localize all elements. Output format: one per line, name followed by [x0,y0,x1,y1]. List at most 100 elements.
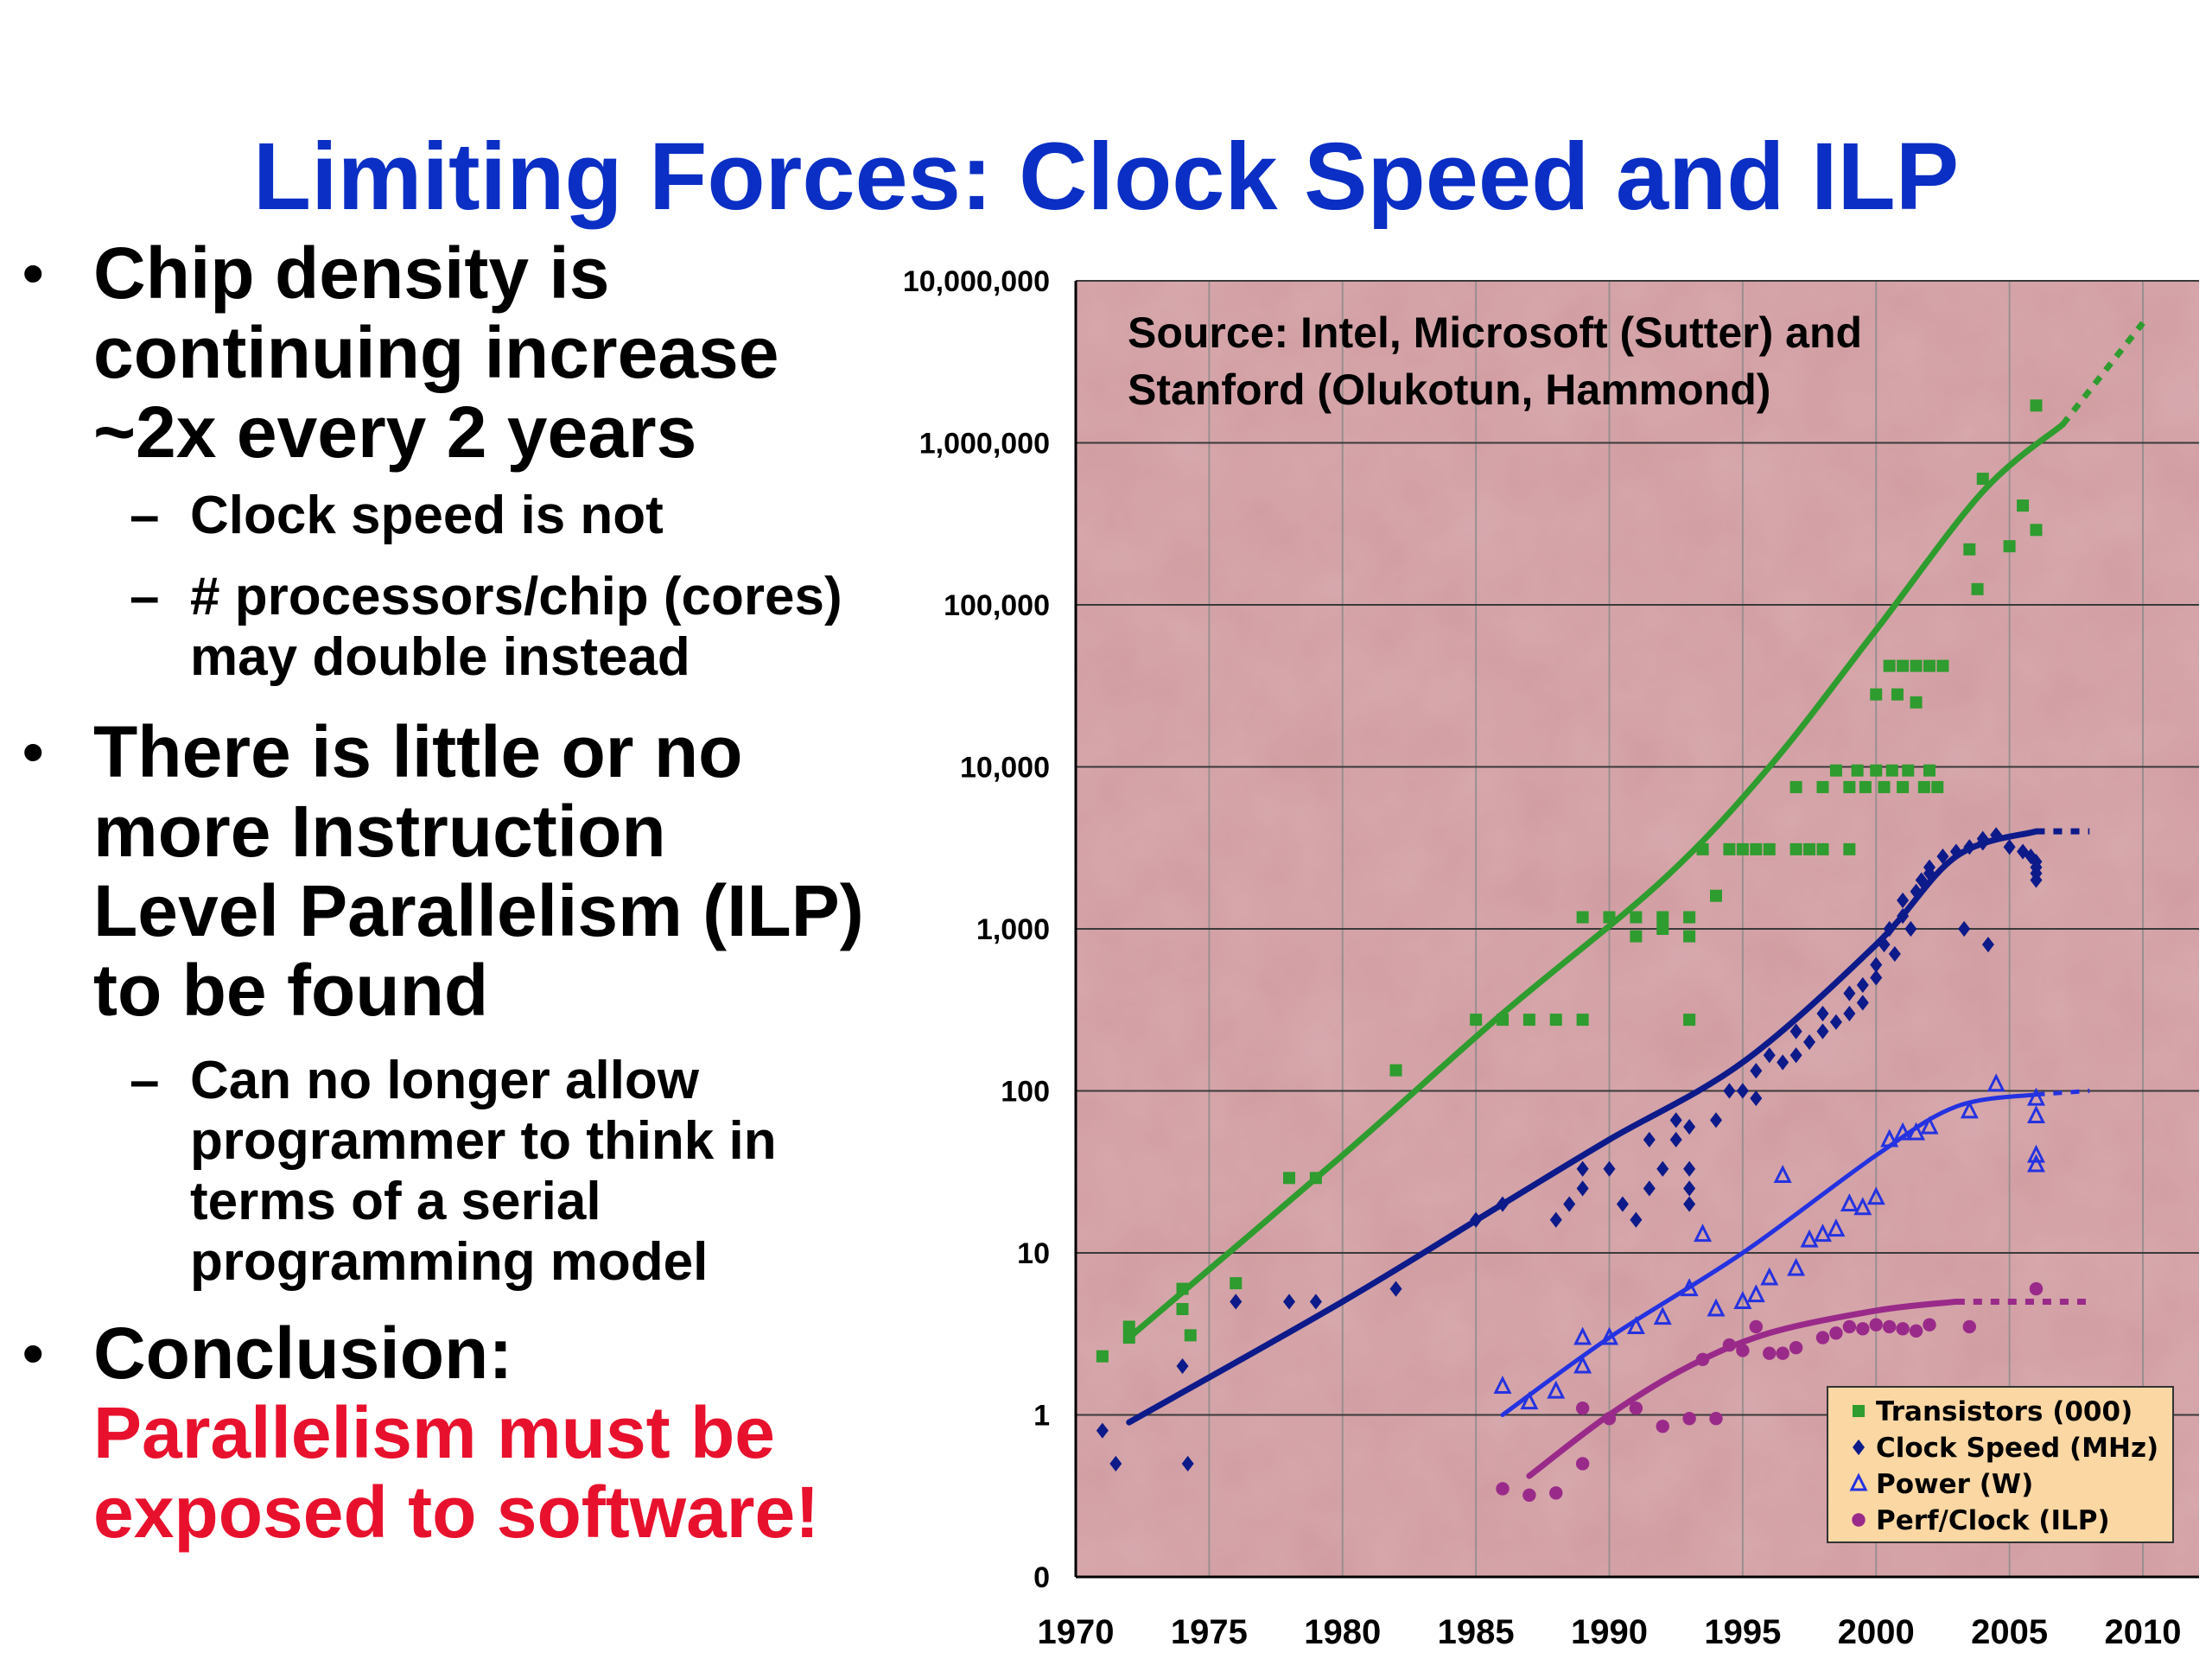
data-point [1750,1090,1763,1107]
data-point [1746,1284,1765,1303]
data-point [1603,1160,1616,1177]
data-point [1882,1319,1897,1334]
data-point [1683,1014,1696,1027]
data-point [1815,1331,1830,1344]
data-point [1669,1131,1682,1148]
data-point [1389,1281,1402,1297]
data-point [1885,764,1898,777]
data-point [1181,1455,1194,1472]
data-point [1176,1357,1189,1375]
data-point [1787,1257,1806,1276]
data-point [1309,1294,1322,1310]
data-point [1309,1172,1322,1185]
data-point [1962,1319,1977,1334]
data-point [1230,1294,1243,1310]
data-point [2027,1105,2045,1124]
bullet-dot-icon: • [22,239,44,307]
data-point [1630,930,1643,943]
data-point [1843,1005,1856,1022]
data-point [1763,1346,1777,1360]
data-point [1773,1165,1792,1184]
data-point [1923,659,1936,672]
trendline [1500,1092,2038,1417]
bullet-line: Conclusion: [93,1313,513,1394]
data-point [1803,842,1816,855]
bullet-dot-icon: • [22,718,44,785]
data-point [1573,1355,1592,1374]
bullet-chip-density: • Chip density is continuing increase ~2… [17,233,881,472]
data-point [2027,1154,2045,1173]
x-tick-label: 1980 [1304,1613,1381,1651]
data-point [1749,1319,1764,1334]
data-point [1520,1391,1539,1410]
source-annotation-line: Source: Intel, Microsoft (Sutter) and [1128,308,1862,357]
data-point [1176,1303,1189,1316]
y-tick-label: 0 [1033,1561,1050,1594]
data-point [1575,1402,1590,1415]
data-point [1870,969,1883,986]
data-point [1910,659,1923,672]
source-annotation-line: Stanford (Olukotun, Hammond) [1128,365,1770,414]
x-tick-label: 1970 [1038,1613,1115,1651]
data-point [1829,1014,1842,1030]
data-point [1963,839,1976,855]
data-point [1920,1116,1939,1135]
data-point [1776,1346,1789,1360]
data-point [1497,1014,1509,1027]
data-point [1910,696,1923,709]
data-point [1866,1186,1885,1205]
data-point [1549,1486,1563,1500]
data-point [1600,1326,1618,1345]
legend-label: Transistors (000) [1876,1396,2133,1427]
data-point [1971,582,1984,595]
trendline [1126,421,2066,1341]
y-tick-label: 100,000 [944,589,1050,622]
data-point [1176,1282,1189,1295]
data-point [1880,1128,1899,1147]
data-point [1883,920,1896,938]
data-point [1683,1196,1696,1212]
x-tick-label: 1975 [1171,1613,1248,1651]
data-point [1763,1047,1776,1064]
data-point [1616,1196,1629,1212]
y-tick-label: 1,000 [976,913,1050,946]
data-point [1630,911,1643,924]
legend-swatch [1849,1472,1868,1491]
data-point [1602,1411,1617,1426]
data-point [1733,1290,1752,1309]
chart-legend: Transistors (000) Clock Speed (MHz) Power … [1827,1386,2174,1543]
data-point [1653,1306,1672,1325]
bullet-dot-icon: • [22,1319,44,1387]
data-point [1695,1352,1710,1366]
data-point [1816,842,1829,855]
legend-label: Power (W) [1876,1469,2033,1500]
data-point [1522,1014,1535,1027]
legend-box [1827,1386,2174,1543]
data-point [1575,1457,1590,1471]
data-point [1707,1298,1726,1317]
bullet-line: Chip density is [93,232,610,314]
data-point [1683,1180,1696,1197]
data-point [1986,1073,2005,1092]
data-point [1096,1350,1109,1363]
sub-bullet-cores: – # processors/chip (cores) may double i… [17,567,881,688]
sub-bullet-serial-model: – Can no longer allow programmer to thin… [17,1051,881,1293]
data-point [1888,945,1901,963]
x-tick-label: 2010 [2105,1613,2182,1651]
data-point [1789,1023,1802,1039]
data-point [1856,995,1869,1011]
data-point [1603,911,1616,924]
data-point [1859,780,1872,793]
data-point [1109,1455,1122,1472]
data-point [1829,1326,1843,1340]
data-point [1683,1160,1696,1177]
x-tick-label: 1995 [1704,1613,1781,1651]
data-point [1869,1318,1883,1332]
data-point [1909,1324,1923,1338]
data-point [1907,1122,1926,1141]
data-point [1549,1014,1562,1027]
y-tick-label: 10,000,000 [903,265,1050,298]
data-point [1816,780,1829,793]
data-point [1923,1318,1936,1332]
data-point [1856,1322,1870,1336]
